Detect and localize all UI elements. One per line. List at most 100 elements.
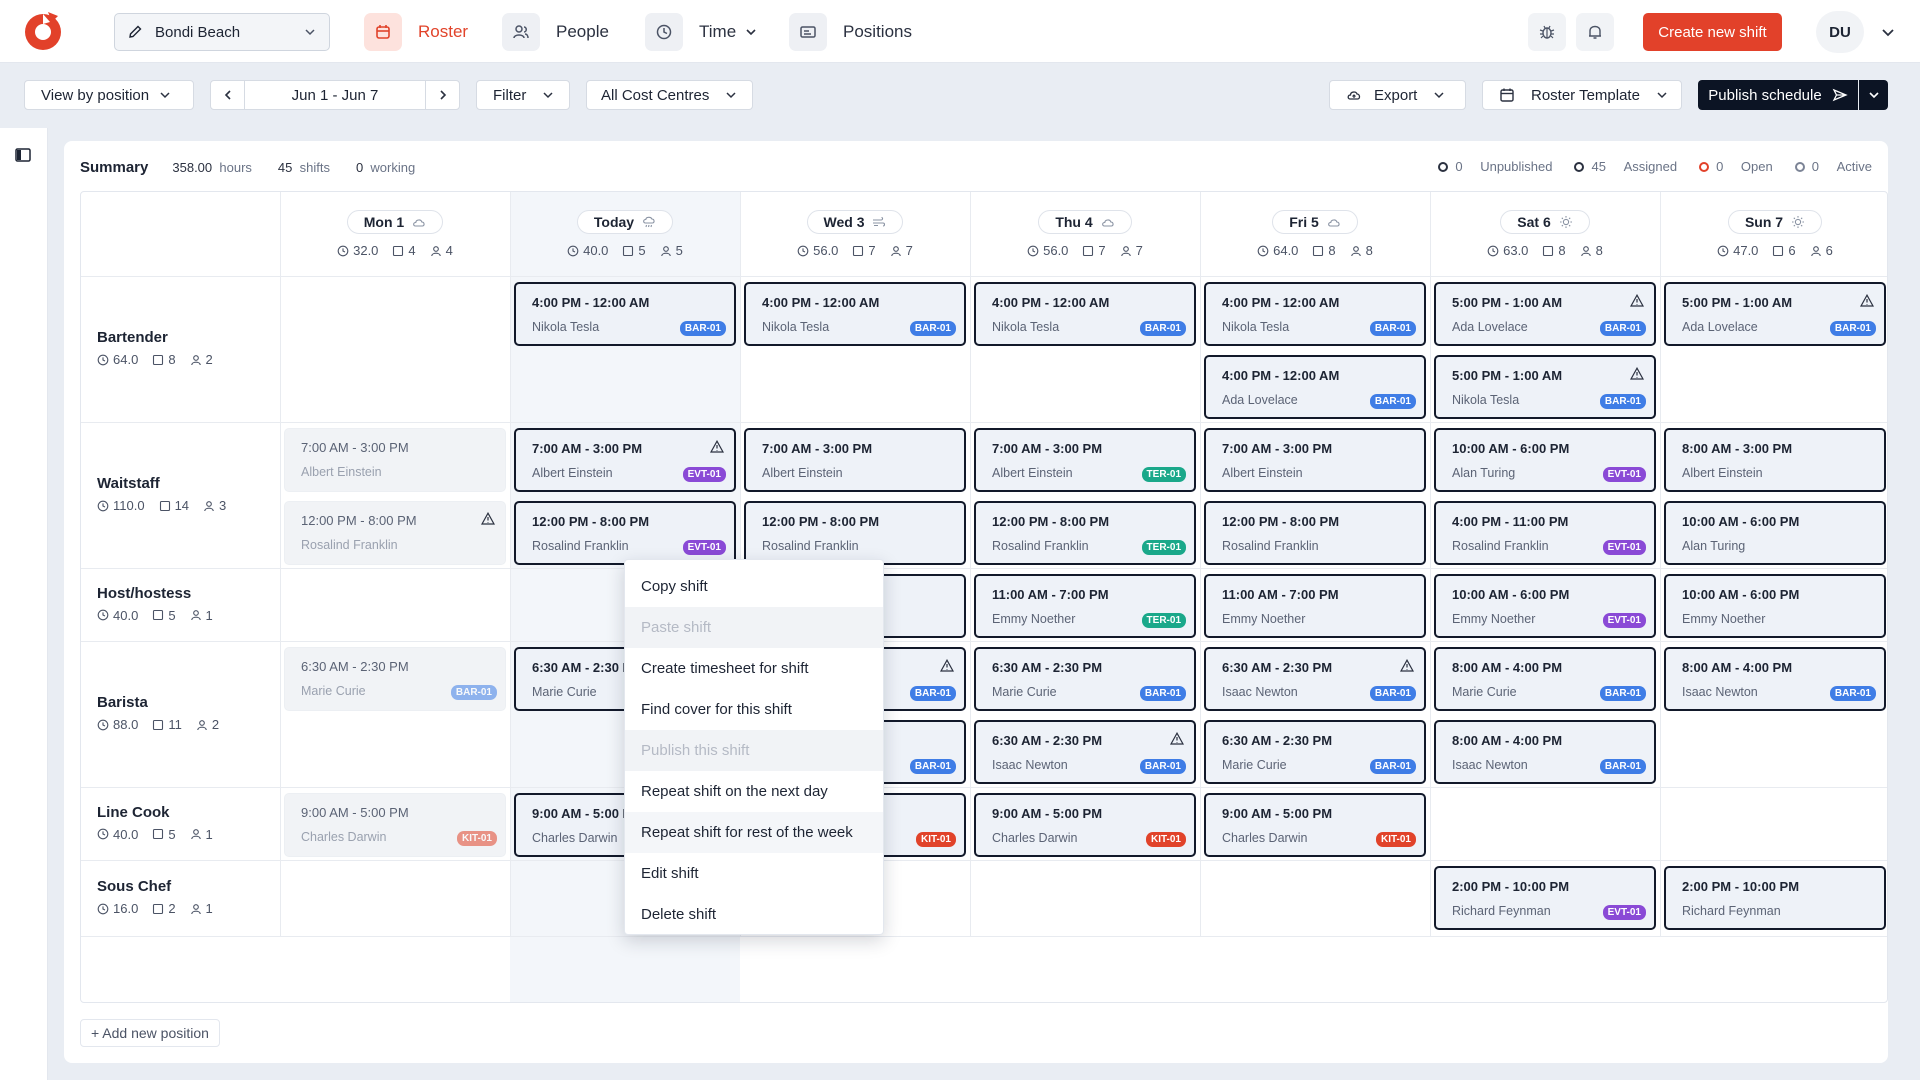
nav-people[interactable]: People [502,13,609,51]
day-label[interactable]: Today [576,210,674,234]
shift-card[interactable]: 6:30 AM - 2:30 PM Isaac Newton BAR-01 [974,720,1196,784]
shift-card[interactable]: 4:00 PM - 12:00 AM Nikola Tesla BAR-01 [1204,282,1426,346]
shift-card[interactable]: 8:00 AM - 4:00 PM Marie Curie BAR-01 [1434,647,1656,711]
context-menu-item[interactable]: Repeat shift on the next day [641,783,828,800]
shift-card[interactable]: 12:00 PM - 8:00 PM Rosalind Franklin [744,501,966,565]
position-stats: 88.0 11 2 [97,717,219,732]
day-label[interactable]: Wed 3 [806,210,904,234]
shift-card[interactable]: 9:00 AM - 5:00 PM Charles Darwin KIT-01 [1204,793,1426,857]
shift-card[interactable]: 6:30 AM - 2:30 PM Marie Curie BAR-01 [1204,720,1426,784]
shift-employee: Nikola Tesla [1452,393,1520,407]
user-avatar[interactable]: DU [1816,11,1864,53]
roster-template-button[interactable]: Roster Template [1482,80,1682,110]
nav-roster[interactable]: Roster [364,13,468,51]
position-label[interactable]: Line Cook 40.0 5 1 [97,804,213,842]
context-menu-item[interactable]: Delete shift [641,906,717,923]
shift-card[interactable]: 5:00 PM - 1:00 AM Nikola Tesla BAR-01 [1434,355,1656,419]
export-button[interactable]: Export [1329,80,1466,110]
cost-centres-select[interactable]: All Cost Centres [586,80,753,110]
notifications-button[interactable] [1576,13,1614,51]
prev-week-button[interactable] [211,81,245,109]
shift-card[interactable]: 12:00 PM - 8:00 PM Rosalind Franklin EVT-0… [514,501,736,565]
position-people: 1 [190,901,213,916]
shift-card[interactable]: 8:00 AM - 4:00 PM Isaac Newton BAR-01 [1434,720,1656,784]
shift-employee: Charles Darwin [992,831,1078,845]
shift-time: 6:30 AM - 2:30 PM [301,659,409,674]
publish-options-button[interactable] [1859,80,1888,110]
nav-positions[interactable]: Positions [789,13,912,51]
create-shift-button[interactable]: Create new shift [1643,13,1782,51]
shift-employee: Rosalind Franklin [762,539,859,553]
shift-card[interactable]: 12:00 PM - 8:00 PM Rosalind Franklin TER-0… [974,501,1196,565]
shift-card[interactable]: 9:00 AM - 5:00 PM Charles Darwin KIT-01 [284,793,506,857]
shift-card[interactable]: 6:30 AM - 2:30 PM Isaac Newton BAR-01 [1204,647,1426,711]
shift-card[interactable]: 8:00 AM - 3:00 PM Albert Einstein [1664,428,1886,492]
shift-count-icon [153,903,164,914]
day-label[interactable]: Fri 5 [1272,210,1358,234]
position-label[interactable]: Barista 88.0 11 2 [97,694,219,732]
day-label[interactable]: Mon 1 [346,210,444,234]
shift-card[interactable]: 12:00 PM - 8:00 PM Rosalind Franklin [284,501,506,565]
position-label[interactable]: Bartender 64.0 8 2 [97,329,213,367]
shift-time: 11:00 AM - 7:00 PM [1222,587,1339,602]
publish-schedule-button[interactable]: Publish schedule [1698,80,1858,110]
shift-card[interactable]: 10:00 AM - 6:00 PM Emmy Noether [1664,574,1886,638]
shift-card[interactable]: 4:00 PM - 12:00 AM Nikola Tesla BAR-01 [974,282,1196,346]
shift-card[interactable]: 10:00 AM - 6:00 PM Alan Turing EVT-01 [1434,428,1656,492]
shift-card[interactable]: 4:00 PM - 12:00 AM Nikola Tesla BAR-01 [744,282,966,346]
location-select[interactable]: Bondi Beach [114,13,330,51]
shift-count-icon [1313,245,1324,256]
shift-card[interactable]: 7:00 AM - 3:00 PM Albert Einstein EVT-01 [514,428,736,492]
bug-report-button[interactable] [1528,13,1566,51]
view-by-select[interactable]: View by position [24,80,194,110]
shift-card[interactable]: 10:00 AM - 6:00 PM Alan Turing [1664,501,1886,565]
shift-card[interactable]: 9:00 AM - 5:00 PM Charles Darwin KIT-01 [974,793,1196,857]
day-label[interactable]: Thu 4 [1038,210,1132,234]
day-header: Sun 7 47.0 6 6 [1660,192,1887,276]
column-divider [1430,192,1431,936]
shift-card[interactable]: 5:00 PM - 1:00 AM Ada Lovelace BAR-01 [1434,282,1656,346]
shift-card[interactable]: 4:00 PM - 11:00 PM Rosalind Franklin EVT-0… [1434,501,1656,565]
position-label[interactable]: Waitstaff 110.0 14 3 [97,475,226,513]
shift-card[interactable]: 7:00 AM - 3:00 PM Albert Einstein [284,428,506,492]
roster-panel: Summary 358.00 hours 45 shifts 0 working… [64,141,1888,1063]
next-week-button[interactable] [425,81,459,109]
shift-card[interactable]: 5:00 PM - 1:00 AM Ada Lovelace BAR-01 [1664,282,1886,346]
day-label[interactable]: Sun 7 [1727,210,1823,234]
roster-grid: Mon 1 32.0 4 4 Today 40.0 5 5 Wed 3 56.0 7 7 Thu 4 56… [80,191,1888,1003]
shift-card[interactable]: 12:00 PM - 8:00 PM Rosalind Franklin [1204,501,1426,565]
shift-card[interactable]: 6:30 AM - 2:30 PM Marie Curie BAR-01 [974,647,1196,711]
shift-card[interactable]: 4:00 PM - 12:00 AM Nikola Tesla BAR-01 [514,282,736,346]
shift-card[interactable]: 7:00 AM - 3:00 PM Albert Einstein [744,428,966,492]
nav-time[interactable]: Time [645,13,758,51]
day-header: Mon 1 32.0 4 4 [280,192,510,276]
chevron-down-icon[interactable] [1878,22,1898,42]
shift-time: 5:00 PM - 1:00 AM [1682,295,1793,310]
app-logo-icon[interactable] [22,10,64,52]
shift-card[interactable]: 8:00 AM - 4:00 PM Isaac Newton BAR-01 [1664,647,1886,711]
shift-card[interactable]: 4:00 PM - 12:00 AM Ada Lovelace BAR-01 [1204,355,1426,419]
day-label[interactable]: Sat 6 [1500,210,1590,234]
shift-card[interactable]: 11:00 AM - 7:00 PM Emmy Noether TER-01 [974,574,1196,638]
shift-card[interactable]: 2:00 PM - 10:00 PM Richard Feynman EVT-01 [1434,866,1656,930]
sidebar-toggle-icon[interactable] [14,146,32,164]
shift-card[interactable]: 7:00 AM - 3:00 PM Albert Einstein [1204,428,1426,492]
shift-card[interactable]: 7:00 AM - 3:00 PM Albert Einstein TER-01 [974,428,1196,492]
add-position-button[interactable]: + Add new position [80,1019,220,1047]
context-menu-item[interactable]: Copy shift [641,578,708,595]
context-menu-item[interactable]: Create timesheet for shift [641,660,809,677]
date-range-label[interactable]: Jun 1 - Jun 7 [291,86,379,104]
context-menu-item[interactable]: Repeat shift for rest of the week [625,812,883,853]
filter-button[interactable]: Filter [476,80,570,110]
position-label[interactable]: Sous Chef 16.0 2 1 [97,878,213,916]
shift-card[interactable]: 10:00 AM - 6:00 PM Emmy Noether EVT-01 [1434,574,1656,638]
position-shifts: 11 [152,717,182,732]
day-shifts: 4 [392,243,416,258]
shift-card[interactable]: 2:00 PM - 10:00 PM Richard Feynman [1664,866,1886,930]
context-menu-item[interactable]: Edit shift [641,865,699,882]
position-label[interactable]: Host/hostess 40.0 5 1 [97,585,213,623]
position-shifts: 5 [152,827,176,842]
shift-card[interactable]: 6:30 AM - 2:30 PM Marie Curie BAR-01 [284,647,506,711]
context-menu-item[interactable]: Find cover for this shift [641,701,792,718]
shift-card[interactable]: 11:00 AM - 7:00 PM Emmy Noether [1204,574,1426,638]
